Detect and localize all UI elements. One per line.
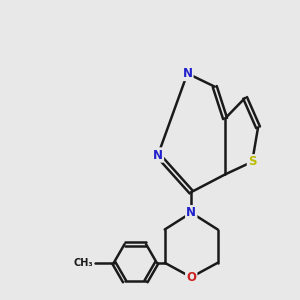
Text: S: S — [248, 155, 256, 168]
Text: CH₃: CH₃ — [74, 258, 93, 268]
Text: N: N — [182, 67, 192, 80]
Text: N: N — [186, 206, 196, 219]
Text: N: N — [153, 148, 163, 161]
Text: O: O — [186, 271, 196, 284]
